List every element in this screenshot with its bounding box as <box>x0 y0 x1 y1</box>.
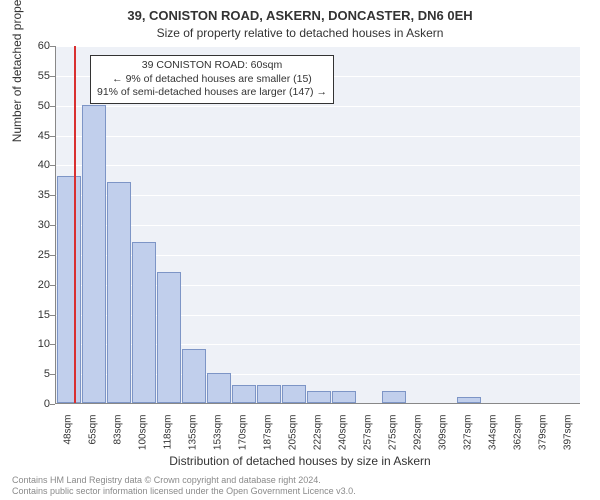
footer-line1: Contains HM Land Registry data © Crown c… <box>12 475 356 486</box>
bar <box>182 349 206 403</box>
x-tick-label: 292sqm <box>412 415 423 459</box>
gridline <box>56 106 580 107</box>
x-tick-label: 397sqm <box>562 415 573 459</box>
y-tick-mark <box>50 165 55 166</box>
reference-line <box>74 46 76 403</box>
y-tick-label: 35 <box>10 189 50 201</box>
y-tick-label: 15 <box>10 309 50 321</box>
y-tick-label: 5 <box>10 368 50 380</box>
bar <box>82 105 106 403</box>
annotation-line3: 91% of semi-detached houses are larger (… <box>97 86 327 100</box>
bar <box>382 391 406 403</box>
y-tick-label: 60 <box>10 40 50 52</box>
x-tick-label: 153sqm <box>212 415 223 459</box>
plot-area: 39 CONISTON ROAD: 60sqm ← 9% of detached… <box>55 46 580 404</box>
bar <box>207 373 231 403</box>
y-tick-label: 45 <box>10 130 50 142</box>
bar <box>107 182 131 403</box>
gridline <box>56 46 580 47</box>
y-tick-label: 55 <box>10 70 50 82</box>
y-tick-label: 40 <box>10 159 50 171</box>
x-tick-label: 240sqm <box>337 415 348 459</box>
footer-attribution: Contains HM Land Registry data © Crown c… <box>12 475 356 498</box>
y-tick-mark <box>50 344 55 345</box>
y-tick-mark <box>50 106 55 107</box>
y-tick-mark <box>50 315 55 316</box>
bar <box>457 397 481 403</box>
y-tick-label: 50 <box>10 100 50 112</box>
y-tick-label: 0 <box>10 398 50 410</box>
gridline <box>56 165 580 166</box>
x-tick-label: 222sqm <box>312 415 323 459</box>
x-tick-label: 344sqm <box>487 415 498 459</box>
y-tick-mark <box>50 225 55 226</box>
x-tick-label: 118sqm <box>162 415 173 459</box>
bar <box>232 385 256 403</box>
bar <box>307 391 331 403</box>
x-tick-label: 170sqm <box>237 415 248 459</box>
gridline <box>56 136 580 137</box>
y-tick-mark <box>50 404 55 405</box>
y-tick-label: 25 <box>10 249 50 261</box>
y-tick-mark <box>50 285 55 286</box>
y-tick-mark <box>50 255 55 256</box>
x-tick-label: 100sqm <box>137 415 148 459</box>
x-tick-label: 327sqm <box>462 415 473 459</box>
chart-title-main: 39, CONISTON ROAD, ASKERN, DONCASTER, DN… <box>0 8 600 23</box>
y-tick-mark <box>50 76 55 77</box>
gridline <box>56 225 580 226</box>
y-tick-label: 20 <box>10 279 50 291</box>
annotation-line1: 39 CONISTON ROAD: 60sqm <box>97 59 327 73</box>
bar <box>257 385 281 403</box>
x-tick-label: 83sqm <box>112 415 123 459</box>
x-tick-label: 257sqm <box>362 415 373 459</box>
y-tick-label: 10 <box>10 338 50 350</box>
chart-title-sub: Size of property relative to detached ho… <box>0 26 600 40</box>
annotation-line2: ← 9% of detached houses are smaller (15) <box>97 73 327 87</box>
property-size-chart: 39, CONISTON ROAD, ASKERN, DONCASTER, DN… <box>0 0 600 500</box>
bar <box>157 272 181 403</box>
gridline <box>56 195 580 196</box>
annotation-box: 39 CONISTON ROAD: 60sqm ← 9% of detached… <box>90 55 334 104</box>
x-tick-label: 379sqm <box>537 415 548 459</box>
x-tick-label: 48sqm <box>62 415 73 459</box>
x-tick-label: 65sqm <box>87 415 98 459</box>
y-tick-mark <box>50 374 55 375</box>
bar <box>332 391 356 403</box>
x-tick-label: 205sqm <box>287 415 298 459</box>
x-tick-label: 135sqm <box>187 415 198 459</box>
y-tick-mark <box>50 46 55 47</box>
x-tick-label: 309sqm <box>437 415 448 459</box>
bar <box>57 176 81 403</box>
bar <box>132 242 156 403</box>
x-tick-label: 362sqm <box>512 415 523 459</box>
bar <box>282 385 306 403</box>
x-tick-label: 187sqm <box>262 415 273 459</box>
footer-line2: Contains public sector information licen… <box>12 486 356 497</box>
y-tick-label: 30 <box>10 219 50 231</box>
y-tick-mark <box>50 136 55 137</box>
y-tick-mark <box>50 195 55 196</box>
x-tick-label: 275sqm <box>387 415 398 459</box>
